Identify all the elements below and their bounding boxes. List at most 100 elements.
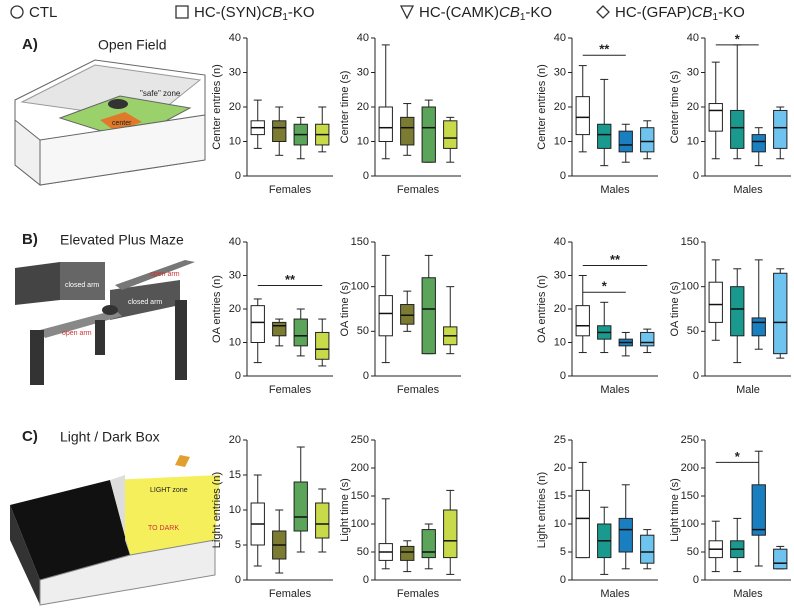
significance-label: ** bbox=[285, 272, 296, 287]
y-tick-label: 10 bbox=[687, 135, 699, 147]
box bbox=[443, 509, 458, 559]
y-axis-label: Light entries (n) bbox=[536, 472, 548, 548]
box bbox=[378, 295, 393, 337]
y-tick-label: 10 bbox=[229, 504, 241, 516]
box bbox=[730, 109, 745, 149]
y-axis-label: Light time (s) bbox=[339, 478, 351, 542]
box bbox=[315, 502, 330, 539]
box bbox=[421, 106, 436, 163]
y-axis-label: Center time (s) bbox=[339, 71, 351, 144]
x-axis-label: Males bbox=[600, 588, 630, 600]
y-tick-label: 0 bbox=[693, 370, 699, 382]
y-tick-label: 40 bbox=[229, 236, 241, 248]
box bbox=[293, 481, 308, 532]
box bbox=[400, 545, 415, 561]
y-tick-label: 100 bbox=[681, 518, 699, 530]
box bbox=[640, 127, 655, 153]
epm-illustration: closed arm closed arm open arm open arm bbox=[15, 260, 195, 385]
box bbox=[575, 305, 590, 337]
box bbox=[293, 318, 308, 347]
y-tick-label: 150 bbox=[351, 236, 369, 248]
x-axis-label: Females bbox=[269, 184, 312, 196]
box bbox=[421, 529, 436, 559]
row-letter: B) bbox=[22, 231, 38, 248]
box bbox=[618, 517, 633, 553]
y-tick-label: 0 bbox=[560, 170, 566, 182]
box bbox=[708, 281, 723, 323]
y-tick-label: 0 bbox=[560, 574, 566, 586]
y-tick-label: 0 bbox=[560, 370, 566, 382]
y-axis-label: Center entries (n) bbox=[536, 64, 548, 150]
legend-gene: CB bbox=[262, 4, 283, 21]
y-tick-label: 10 bbox=[554, 518, 566, 530]
y-tick-label: 40 bbox=[229, 32, 241, 44]
y-tick-label: 10 bbox=[554, 135, 566, 147]
y-tick-label: 30 bbox=[357, 66, 369, 78]
legend-text: HC-(SYN) bbox=[194, 4, 262, 21]
illustration-label: closed arm bbox=[65, 282, 99, 289]
legend-text: -KO bbox=[718, 4, 745, 21]
y-tick-label: 100 bbox=[351, 281, 369, 293]
x-axis-label: Males bbox=[733, 588, 763, 600]
legend-symbol bbox=[175, 5, 189, 19]
illustration-label: closed arm bbox=[128, 299, 162, 306]
x-axis-label: Females bbox=[397, 384, 440, 396]
legend-sub: 1 bbox=[520, 12, 526, 23]
legend-gene: CB bbox=[692, 4, 713, 21]
y-tick-label: 100 bbox=[681, 281, 699, 293]
legend-symbol bbox=[596, 5, 610, 19]
x-axis-label: Males bbox=[733, 184, 763, 196]
x-axis-label: Males bbox=[600, 384, 630, 396]
y-axis-label: OA entries (n) bbox=[211, 275, 223, 343]
legend-label: HC-(CAMK)CB1-KO bbox=[419, 4, 552, 23]
y-tick-label: 50 bbox=[357, 546, 369, 558]
y-tick-label: 15 bbox=[554, 490, 566, 502]
y-tick-label: 10 bbox=[357, 135, 369, 147]
y-tick-label: 50 bbox=[687, 325, 699, 337]
y-tick-label: 200 bbox=[351, 462, 369, 474]
y-axis-label: OA time (s) bbox=[669, 281, 681, 336]
box bbox=[250, 305, 265, 343]
box bbox=[751, 317, 766, 337]
illustration-label: open arm bbox=[150, 271, 180, 278]
y-tick-label: 15 bbox=[229, 469, 241, 481]
box bbox=[315, 331, 330, 360]
y-tick-label: 0 bbox=[363, 170, 369, 182]
y-tick-label: 20 bbox=[229, 101, 241, 113]
y-axis-label: Light time (s) bbox=[669, 478, 681, 542]
y-tick-label: 30 bbox=[687, 66, 699, 78]
y-tick-label: 150 bbox=[681, 490, 699, 502]
box bbox=[272, 120, 287, 143]
box bbox=[400, 304, 415, 325]
significance-label: * bbox=[735, 31, 741, 46]
box bbox=[773, 272, 788, 355]
y-tick-label: 250 bbox=[351, 434, 369, 446]
illustration-label: LIGHT zone bbox=[150, 487, 188, 494]
x-axis-label: Females bbox=[397, 588, 440, 600]
box bbox=[272, 321, 287, 337]
y-tick-label: 40 bbox=[554, 32, 566, 44]
row-title: Light / Dark Box bbox=[60, 429, 160, 445]
y-tick-label: 40 bbox=[554, 236, 566, 248]
legend-label: CTL bbox=[29, 4, 57, 21]
legend-label: HC-(GFAP)CB1-KO bbox=[615, 4, 745, 23]
y-axis-label: Center time (s) bbox=[669, 71, 681, 144]
y-axis-label: OA time (s) bbox=[339, 281, 351, 336]
y-tick-label: 200 bbox=[681, 462, 699, 474]
significance-label: * bbox=[735, 449, 741, 464]
box bbox=[400, 116, 415, 146]
y-tick-label: 0 bbox=[235, 574, 241, 586]
box bbox=[575, 489, 590, 559]
y-tick-label: 10 bbox=[554, 336, 566, 348]
y-axis-label: OA entries (n) bbox=[536, 275, 548, 343]
y-tick-label: 30 bbox=[554, 269, 566, 281]
y-tick-label: 20 bbox=[554, 101, 566, 113]
box bbox=[751, 134, 766, 153]
y-tick-label: 30 bbox=[229, 269, 241, 281]
y-tick-label: 30 bbox=[229, 66, 241, 78]
box bbox=[443, 120, 458, 149]
box bbox=[708, 103, 723, 132]
y-tick-label: 0 bbox=[363, 574, 369, 586]
x-axis-label: Males bbox=[600, 184, 630, 196]
box bbox=[378, 106, 393, 142]
